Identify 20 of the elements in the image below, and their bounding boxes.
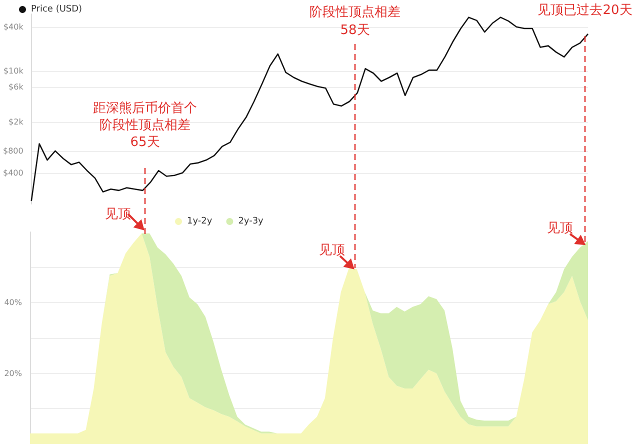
annotation: 见顶 [319,243,345,258]
y-tick-label: 40% [4,298,22,308]
annotation: 58天 [340,23,370,38]
annotation: 距深熊后币价首个 [93,101,197,116]
legend-label: 2y-3y [238,216,264,226]
annotation: 65天 [130,135,160,150]
legend-label: 1y-2y [187,216,213,226]
annotation: 阶段性顶点相差 [310,5,400,20]
legend-label: Price (USD) [31,4,82,14]
annotation: 阶段性顶点相差 [100,118,190,133]
annotation: 见顶已过去20天 [538,3,632,18]
annotation: 见顶 [547,221,573,236]
y-tick-label: $6k [8,82,24,92]
y-tick-label: 20% [4,368,22,378]
y-tick-label: $2k [8,117,24,126]
y-tick-label: $400 [3,168,24,178]
line-series [30,16,589,202]
y-tick-label: $800 [3,146,24,156]
y-tick-label: $40k [3,22,24,32]
y-tick-label: $10k [3,66,24,76]
